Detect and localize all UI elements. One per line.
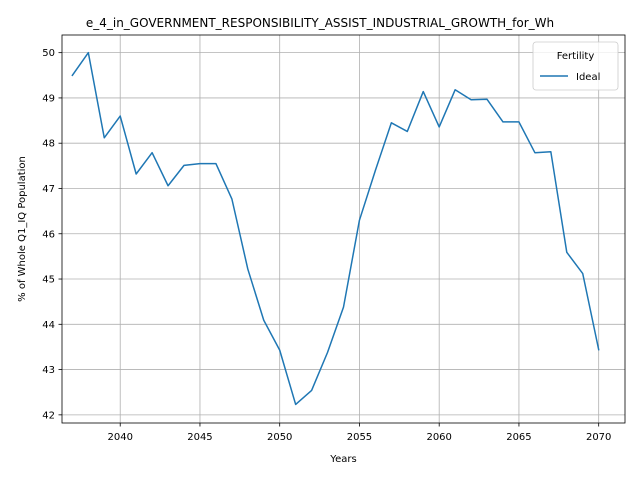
x-tick-label: 2045 (187, 432, 212, 443)
legend-title: Fertility (557, 51, 595, 62)
y-tick-label: 47 (42, 184, 55, 195)
plot-frame (61, 34, 626, 424)
y-tick-label: 44 (42, 320, 55, 331)
y-tick-label: 43 (42, 365, 55, 376)
chart-title: e_4_in_GOVERNMENT_RESPONSIBILITY_ASSIST_… (86, 16, 554, 30)
legend-box (532, 41, 619, 91)
x-tick-label: 2040 (107, 432, 132, 443)
y-tick-label: 50 (42, 48, 55, 59)
y-tick-label: 48 (42, 139, 55, 150)
y-tick-label: 46 (42, 229, 55, 240)
grid-lines (62, 35, 625, 423)
y-axis-label: % of Whole Q1_IQ Population (17, 156, 28, 302)
x-tick-label: 2070 (586, 432, 611, 443)
y-tick-label: 45 (42, 275, 55, 286)
y-tick-label: 49 (42, 93, 55, 104)
x-axis-ticks: 2040 2045 2050 2055 2060 2065 2070 (107, 423, 611, 443)
x-tick-label: 2050 (267, 432, 292, 443)
plot-lines (71, 51, 600, 406)
legend-entry-label: Ideal (576, 72, 600, 83)
x-axis-label: Years (329, 454, 356, 465)
x-tick-label: 2055 (347, 432, 372, 443)
x-tick-label: 2060 (426, 432, 451, 443)
series-line-ideal (71, 51, 600, 406)
legend: Fertility Ideal (532, 41, 619, 91)
y-axis-ticks: 42 43 44 45 46 47 48 49 50 (42, 48, 62, 421)
y-tick-label: 42 (42, 410, 55, 421)
x-tick-label: 2065 (506, 432, 531, 443)
